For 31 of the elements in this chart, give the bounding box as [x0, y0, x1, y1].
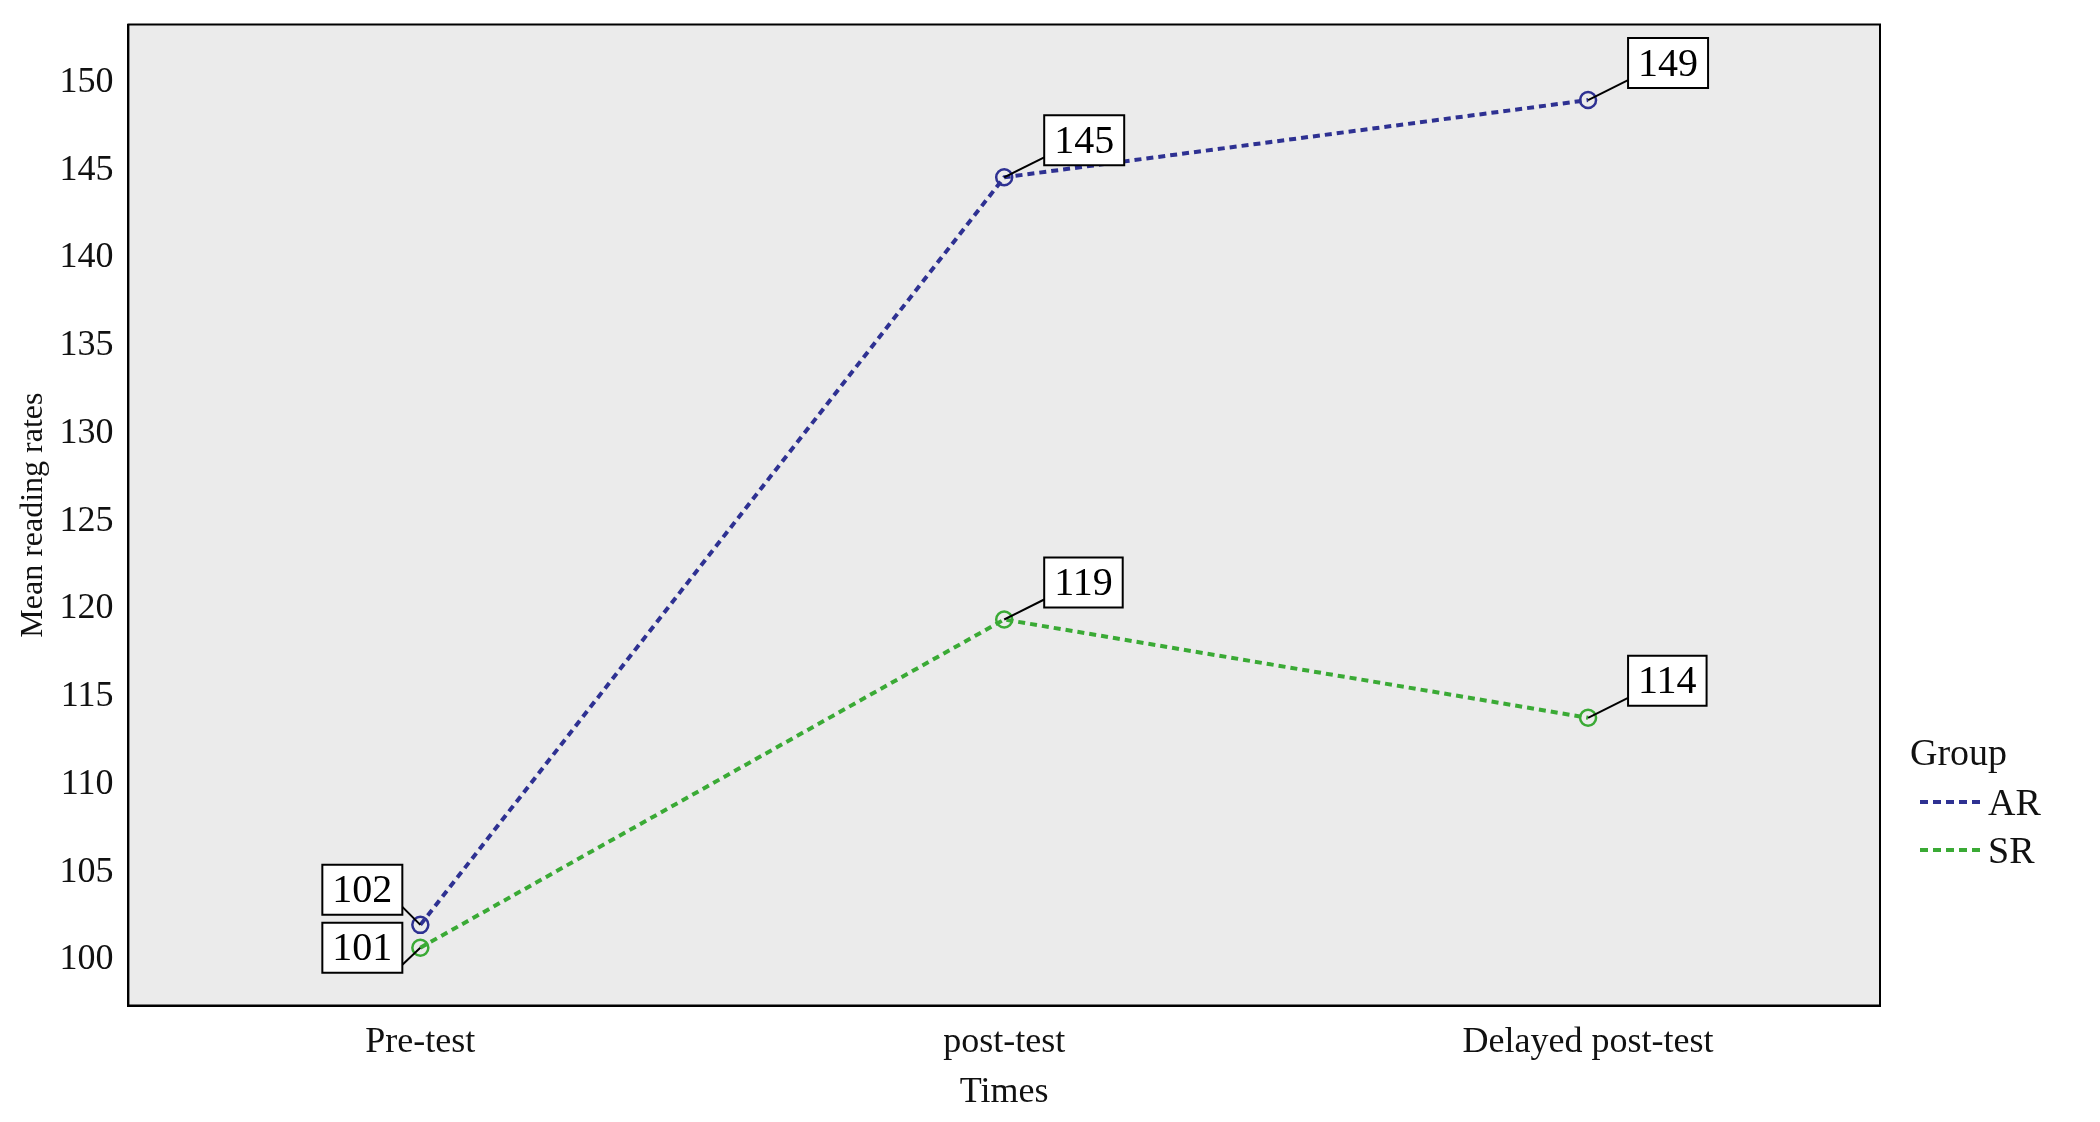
- y-tick-label: 100: [59, 937, 114, 978]
- point: [1578, 708, 1598, 728]
- legend-label: AR: [1988, 780, 2041, 824]
- data-label: 102: [332, 866, 393, 912]
- y-tick-label: 145: [59, 147, 114, 188]
- point: [411, 938, 430, 957]
- y-tick-label: 150: [59, 59, 114, 100]
- x-axis-title: Times: [959, 1069, 1049, 1110]
- y-tick-label: 105: [59, 849, 114, 890]
- point: [994, 168, 1014, 187]
- point: [411, 915, 430, 935]
- y-tick-label: 130: [59, 410, 114, 451]
- y-tick-label: 125: [59, 498, 114, 539]
- y-axis-title: Mean reading rates: [12, 392, 49, 638]
- data-label: 149: [1638, 39, 1699, 85]
- point: [1578, 90, 1598, 110]
- y-tick-label: 140: [59, 235, 114, 276]
- data-label: 119: [1054, 559, 1113, 605]
- point: [994, 610, 1014, 629]
- y-tick-label: 115: [60, 674, 114, 715]
- x-tick-label: post-test: [943, 1019, 1066, 1060]
- data-label: 101: [332, 924, 393, 970]
- data-label: 114: [1638, 657, 1697, 703]
- y-tick-label: 110: [60, 761, 114, 802]
- legend-title: Group: [1910, 730, 2009, 774]
- legend-label: SR: [1988, 828, 2035, 872]
- x-tick-label: Delayed post-test: [1462, 1019, 1714, 1060]
- data-label: 145: [1054, 116, 1115, 162]
- x-tick-label: Pre-test: [365, 1019, 476, 1060]
- y-tick-label: 135: [59, 323, 114, 364]
- y-tick-label: 120: [59, 586, 114, 627]
